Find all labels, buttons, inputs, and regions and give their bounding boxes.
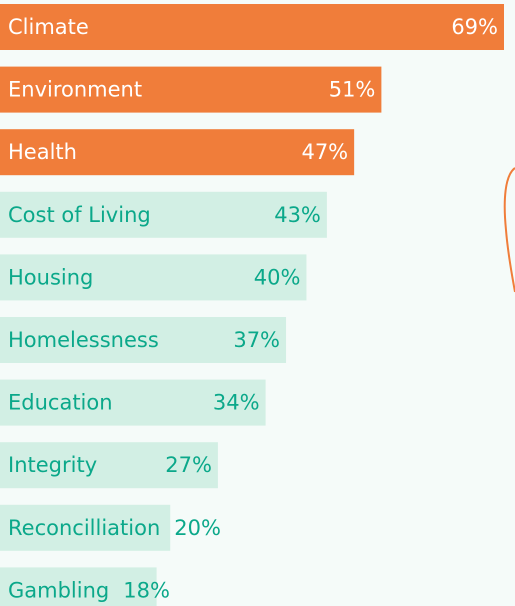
value-label: 20% [174, 516, 221, 540]
value-label: 43% [274, 203, 321, 227]
bar [0, 4, 504, 50]
decoration [503, 167, 515, 293]
value-label: 47% [301, 140, 348, 164]
value-label: 51% [329, 78, 376, 102]
category-label: Gambling [8, 578, 109, 602]
value-label: 34% [213, 391, 260, 415]
category-label: Housing [8, 265, 93, 289]
category-label: Cost of Living [8, 203, 151, 227]
category-label: Reconcilliation [8, 516, 160, 540]
value-label: 18% [123, 578, 170, 602]
bar [0, 317, 287, 363]
bar [0, 442, 218, 489]
bar [0, 129, 355, 176]
value-label: 69% [451, 15, 498, 39]
category-label: Homelessness [8, 328, 159, 352]
category-label: Health [8, 140, 77, 164]
bar [0, 254, 307, 301]
category-label: Education [8, 391, 113, 415]
value-label: 40% [254, 265, 301, 289]
category-label: Environment [8, 78, 142, 102]
category-label: Climate [8, 15, 89, 39]
bar [0, 66, 382, 113]
bar [0, 567, 157, 606]
bar [0, 191, 327, 238]
value-label: 27% [165, 453, 212, 477]
bar [0, 379, 266, 426]
category-label: Integrity [8, 453, 97, 477]
bar [0, 504, 171, 551]
value-label: 37% [233, 328, 280, 352]
